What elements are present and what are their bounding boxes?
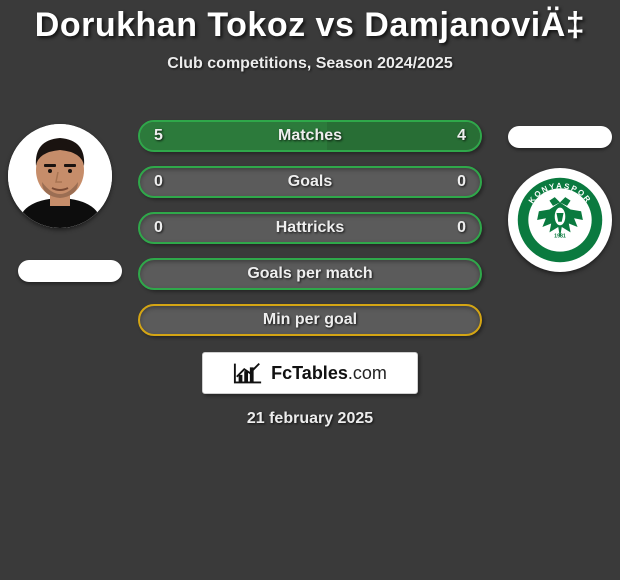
stat-bar: Min per goal bbox=[138, 304, 482, 336]
stat-label: Matches bbox=[140, 122, 480, 150]
brand-badge: FcTables.com bbox=[202, 352, 418, 394]
date-text: 21 february 2025 bbox=[0, 410, 620, 428]
player-left-avatar bbox=[8, 124, 112, 228]
face-icon bbox=[8, 124, 112, 228]
stat-label: Goals per match bbox=[140, 260, 480, 288]
stat-label: Min per goal bbox=[140, 306, 480, 334]
stat-bar: 00Hattricks bbox=[138, 212, 482, 244]
brand-text-bold: FcTables bbox=[271, 363, 348, 383]
player-right-club-pill bbox=[508, 126, 612, 148]
chart-icon bbox=[233, 361, 263, 385]
stat-bar: Goals per match bbox=[138, 258, 482, 290]
stat-label: Goals bbox=[140, 168, 480, 196]
svg-text:1981: 1981 bbox=[554, 234, 566, 240]
page-title: Dorukhan Tokoz vs DamjanoviÄ‡ bbox=[0, 0, 620, 45]
player-left-club-pill bbox=[18, 260, 122, 282]
stat-bar: 54Matches bbox=[138, 120, 482, 152]
page-subtitle: Club competitions, Season 2024/2025 bbox=[0, 55, 620, 73]
brand-text-thin: .com bbox=[348, 363, 387, 383]
brand-text: FcTables.com bbox=[271, 363, 387, 384]
comparison-bars: 54Matches 00Goals 00Hattricks Goals per mat… bbox=[138, 120, 482, 350]
stat-label: Hattricks bbox=[140, 214, 480, 242]
stat-bar: 00Goals bbox=[138, 166, 482, 198]
club-crest-icon: KONYASPOR 1981 bbox=[516, 176, 604, 264]
player-right-crest: KONYASPOR 1981 bbox=[508, 168, 612, 272]
